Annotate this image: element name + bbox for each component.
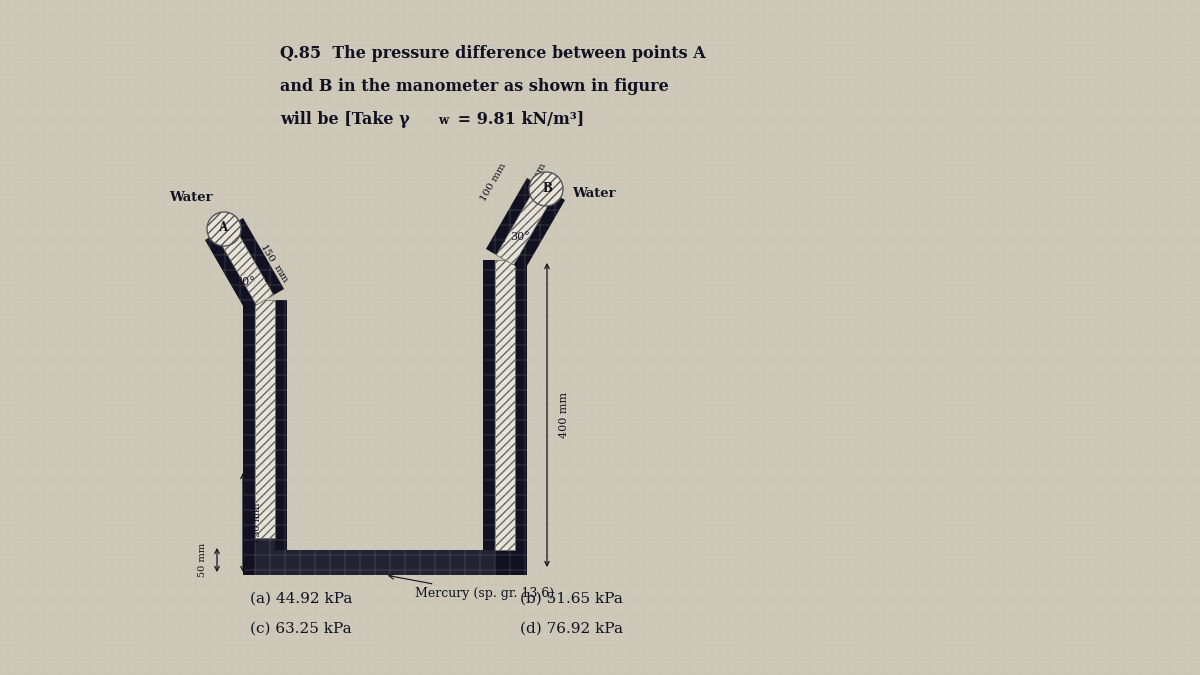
Text: (a) 44.92 kPa: (a) 44.92 kPa [250,592,353,606]
Text: = 9.81 kN/m³]: = 9.81 kN/m³] [452,111,584,128]
Text: 100 mm: 100 mm [518,162,548,203]
Text: w: w [438,114,448,127]
Polygon shape [215,224,274,305]
Text: 150 mm: 150 mm [252,502,262,543]
Text: A: A [218,221,228,234]
Text: B: B [542,182,552,196]
Text: Q.85  The pressure difference between points A: Q.85 The pressure difference between poi… [280,45,706,62]
Text: 400 mm: 400 mm [559,392,569,438]
Text: (c) 63.25 kPa: (c) 63.25 kPa [250,622,352,636]
Text: and B in the manometer as shown in figure: and B in the manometer as shown in figur… [280,78,668,95]
Polygon shape [254,538,275,575]
Text: 30°: 30° [510,232,529,242]
Polygon shape [486,178,565,271]
Text: (b) 51.65 kPa: (b) 51.65 kPa [520,592,623,606]
Text: Water: Water [169,191,212,204]
Polygon shape [205,218,284,311]
Polygon shape [515,260,527,550]
Polygon shape [496,260,515,550]
Polygon shape [275,550,496,575]
Text: Mercury (sp. gr. 13.6): Mercury (sp. gr. 13.6) [389,574,554,600]
Text: will be [Take γ: will be [Take γ [280,111,409,128]
Text: Water: Water [572,187,616,200]
Text: 50 mm: 50 mm [198,543,208,577]
Polygon shape [242,300,254,550]
Polygon shape [482,260,496,550]
Text: 100 mm: 100 mm [479,162,508,203]
Polygon shape [254,300,275,538]
Polygon shape [497,184,554,265]
Circle shape [529,172,563,206]
Text: 150: 150 [258,244,276,265]
Text: mm: mm [271,264,289,285]
Circle shape [208,212,241,246]
Polygon shape [275,300,287,550]
Text: (d) 76.92 kPa: (d) 76.92 kPa [520,622,623,636]
Polygon shape [242,550,527,575]
Text: 30°: 30° [235,277,254,287]
